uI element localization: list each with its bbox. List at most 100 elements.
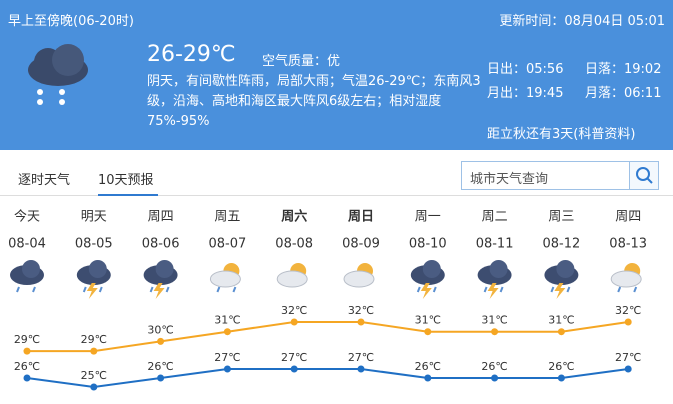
day-date: 08-10 <box>409 237 447 252</box>
search-button[interactable] <box>629 162 658 189</box>
rain-drop <box>499 286 504 293</box>
day-date: 08-07 <box>209 237 247 252</box>
weather-icon <box>276 263 308 288</box>
moonset: 月落：06:11 <box>585 86 662 101</box>
low-label: 26℃ <box>548 360 574 373</box>
cloud <box>556 260 575 278</box>
day-name: 今天 <box>14 209 40 225</box>
low-point <box>424 374 432 382</box>
lightning <box>554 283 566 299</box>
rain-drop <box>32 286 36 293</box>
high-point <box>557 328 565 336</box>
search-placeholder: 城市天气查询 <box>470 172 549 187</box>
high-line <box>27 321 629 353</box>
sunset: 日落：19:02 <box>585 62 662 77</box>
high-point <box>223 328 231 336</box>
cloud <box>22 260 40 278</box>
sunrise: 日出：05:56 <box>487 62 564 77</box>
lightning <box>487 283 499 299</box>
weather-icon <box>544 260 579 299</box>
note: 距立秋还有3天(科普资料) <box>487 127 636 142</box>
rain-drop <box>633 286 638 293</box>
lightning <box>420 283 432 299</box>
cloud <box>276 270 308 288</box>
rain-drop <box>416 286 421 293</box>
low-point <box>157 374 165 382</box>
day-name: 周五 <box>214 210 240 225</box>
low-point <box>557 374 565 382</box>
day-date: 08-04 <box>8 237 46 252</box>
day-name: 周二 <box>482 210 508 225</box>
high-label: 31℃ <box>415 314 441 327</box>
low-point <box>624 365 632 373</box>
rain-drop <box>566 286 571 293</box>
high-label: 31℃ <box>548 314 574 327</box>
divider <box>0 195 673 196</box>
day-name: 周四 <box>148 210 174 225</box>
high-point <box>23 347 31 355</box>
updated: 更新时间：08月04日 05:01 <box>499 14 665 29</box>
lightning <box>86 283 98 299</box>
day-name: 周日 <box>348 210 374 225</box>
rain-drop <box>483 286 488 293</box>
cloud <box>489 260 508 278</box>
cloud <box>88 260 107 278</box>
rain-drop <box>432 286 437 293</box>
low-point <box>223 365 231 373</box>
header: 早上至傍晚(06-20时) 更新时间：08月04日 05:01 26-29℃ 空… <box>0 0 673 150</box>
high-label: 32℃ <box>348 304 374 317</box>
high-point <box>157 337 165 345</box>
weather-icon <box>76 260 111 299</box>
tab[interactable]: 10天预报 <box>98 173 154 188</box>
lightning <box>153 283 165 299</box>
day-date: 08-06 <box>142 237 180 252</box>
low-point <box>90 383 98 391</box>
weather-icon <box>477 260 512 299</box>
cloud <box>209 270 241 288</box>
low-label: 26℃ <box>14 360 40 373</box>
day-date: 08-05 <box>75 237 113 252</box>
weather-icon <box>209 263 241 293</box>
low-label: 27℃ <box>214 351 240 364</box>
rain-drop <box>82 286 87 293</box>
search-box[interactable]: 城市天气查询 <box>461 161 659 190</box>
rain-drop <box>165 286 170 293</box>
high-label: 32℃ <box>615 304 641 317</box>
cloud <box>610 270 642 288</box>
high-point <box>491 328 499 336</box>
high-point <box>624 318 632 326</box>
day-date: 08-11 <box>476 237 514 252</box>
temperature: 26-29℃ <box>147 42 236 67</box>
low-point <box>357 365 365 373</box>
low-point <box>491 374 499 382</box>
low-label: 25℃ <box>81 369 107 382</box>
low-label: 26℃ <box>481 360 507 373</box>
low-line <box>26 368 629 389</box>
weather-icon <box>28 44 88 105</box>
day-date: 08-12 <box>543 237 581 252</box>
high-label: 30℃ <box>147 323 173 336</box>
rain-drop <box>16 286 20 293</box>
high-point <box>90 347 98 355</box>
low-label: 26℃ <box>147 360 173 373</box>
cloud <box>422 260 441 278</box>
high-label: 29℃ <box>14 333 40 346</box>
day-date: 08-09 <box>342 237 380 252</box>
day-date: 08-08 <box>275 237 313 252</box>
period: 早上至傍晚(06-20时) <box>8 14 134 29</box>
weather-icon <box>143 260 178 299</box>
day-name: 周一 <box>415 210 441 225</box>
low-label: 27℃ <box>281 351 307 364</box>
forecast: 今天 08-04 明天 08-05 周四 08-06 周五 08-07 周六 08-08 周日 08-… <box>8 209 647 391</box>
low-label: 27℃ <box>615 351 641 364</box>
air-quality: 空气质量：优 <box>262 54 341 69</box>
cloud <box>155 260 174 278</box>
high-label: 29℃ <box>81 333 107 346</box>
low-point <box>23 374 31 382</box>
tab[interactable]: 逐时天气 <box>18 173 71 188</box>
rain-drop <box>550 286 555 293</box>
day-name: 周三 <box>548 210 574 225</box>
weather-icon <box>10 260 44 293</box>
day-date: 08-13 <box>609 237 647 252</box>
